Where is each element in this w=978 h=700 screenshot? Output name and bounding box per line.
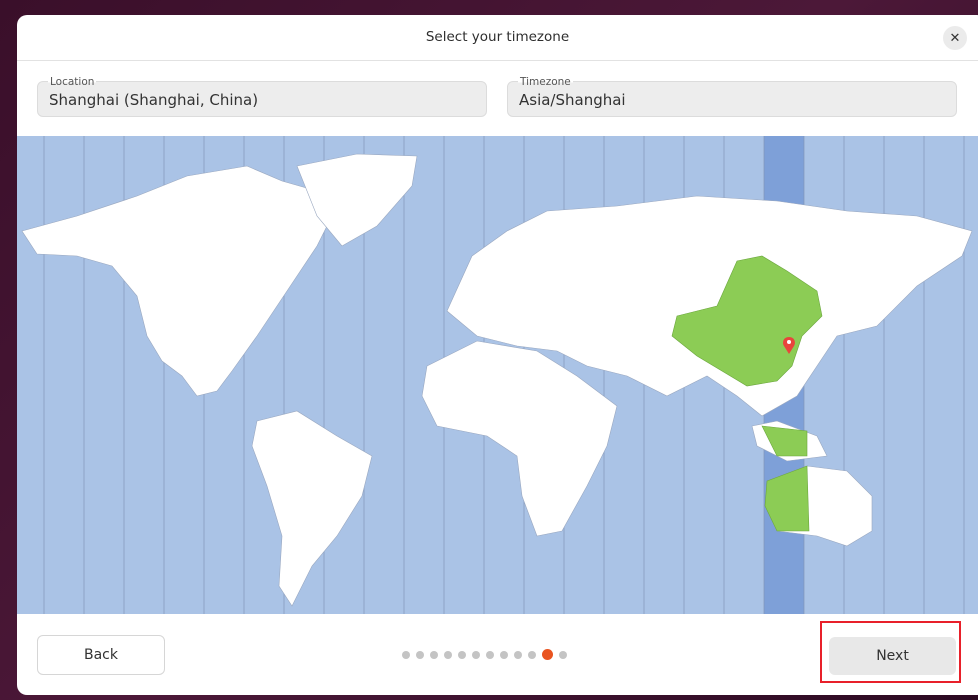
- greenland: [296, 153, 418, 247]
- step-indicator: [402, 649, 567, 660]
- location-label: Location: [48, 76, 97, 88]
- next-button-highlight: [820, 621, 961, 683]
- timezone-dialog: Select your timezone ✕ Location Shanghai…: [17, 15, 978, 695]
- step-dot: [542, 649, 553, 660]
- selected-region: [671, 255, 823, 532]
- step-dot: [402, 650, 410, 659]
- africa: [421, 340, 618, 537]
- close-button[interactable]: ✕: [943, 26, 967, 50]
- step-dot: [430, 650, 438, 659]
- step-dot: [559, 650, 567, 659]
- step-dot: [514, 650, 522, 659]
- back-button[interactable]: Back: [37, 635, 165, 675]
- location-value: Shanghai (Shanghai, China): [49, 91, 259, 109]
- step-dot: [500, 650, 508, 659]
- europe-asia: [446, 195, 973, 417]
- step-dot: [458, 650, 466, 659]
- continents: [21, 153, 973, 607]
- step-dot: [444, 650, 452, 659]
- step-dot: [416, 650, 424, 659]
- timezone-map[interactable]: [17, 136, 978, 614]
- world-map[interactable]: [17, 136, 978, 614]
- step-dot: [528, 650, 536, 659]
- dialog-header: Select your timezone ✕: [17, 15, 978, 61]
- western-australia-region: [764, 465, 810, 532]
- south-america: [251, 410, 373, 607]
- timezone-value: Asia/Shanghai: [519, 91, 626, 109]
- timezone-field[interactable]: Timezone Asia/Shanghai: [507, 76, 957, 117]
- step-dot: [486, 650, 494, 659]
- location-pin-icon[interactable]: [783, 337, 795, 354]
- malaysia-region: [761, 425, 808, 457]
- china-region: [671, 255, 823, 387]
- step-dot: [472, 650, 480, 659]
- timezone-label: Timezone: [518, 76, 573, 88]
- dialog-title: Select your timezone: [425, 29, 570, 45]
- next-button[interactable]: Next: [829, 637, 956, 675]
- location-field[interactable]: Location Shanghai (Shanghai, China): [37, 76, 487, 117]
- north-america: [21, 165, 333, 397]
- close-icon: ✕: [949, 30, 961, 46]
